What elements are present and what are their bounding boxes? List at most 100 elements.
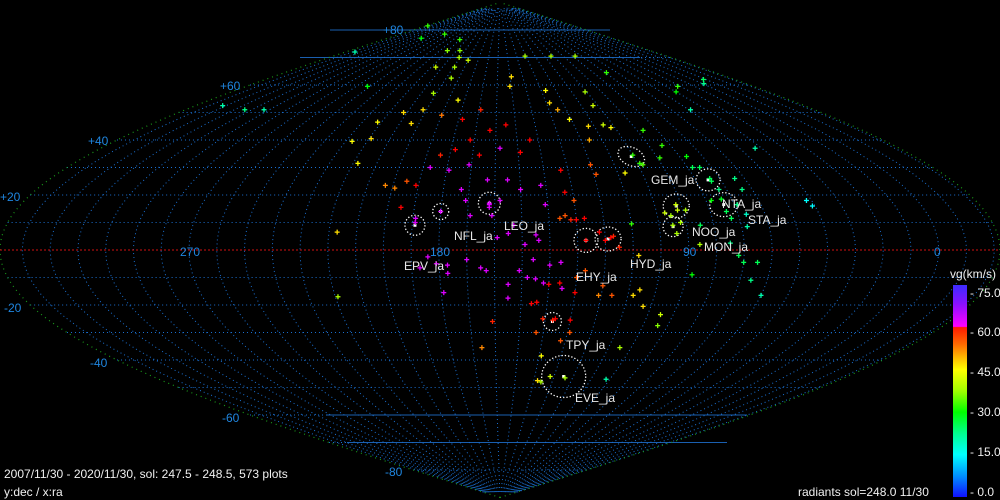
radiant-point (418, 35, 424, 41)
radiant-point (467, 137, 473, 143)
date-range-summary: 2007/11/30 - 2020/11/30, sol: 247.5 - 24… (4, 467, 288, 481)
ra-grid-line (513, 7, 884, 493)
radiant-point (689, 272, 695, 278)
shower-circle-eve_ja (541, 354, 587, 399)
radiant-point (571, 198, 577, 203)
radiant-point (524, 275, 530, 280)
shower-circle-leo_ja (477, 191, 502, 215)
shower-label-leo: LEO_ja (504, 219, 545, 233)
colorbar-tick-label: 30.0 (977, 405, 1000, 419)
ra-grid-line (504, 7, 634, 493)
radiant-point (581, 215, 587, 221)
radiant-point (401, 110, 407, 115)
dec-label-minus80: -80 (385, 465, 403, 479)
radiant-point (505, 231, 511, 236)
radiant-point (637, 160, 643, 166)
radiant-point (608, 235, 614, 241)
radiant-point (586, 137, 592, 143)
radiant-point (392, 185, 398, 191)
radiant-point (503, 122, 509, 128)
ra-grid-line (327, 7, 495, 493)
radiant-point (636, 253, 642, 258)
radiant-point (752, 145, 758, 151)
radiant-point (527, 137, 533, 143)
radiant-point (567, 330, 573, 335)
radiant-point (630, 152, 636, 158)
radiant-point (528, 301, 534, 307)
ra-grid-line (382, 7, 497, 493)
radiant-point (456, 55, 462, 60)
shower-circle-hyd_ja (594, 226, 622, 252)
colorbar-tick-label: 15.0 (977, 445, 1000, 459)
dec-label-minus40: -40 (90, 356, 108, 370)
radiant-point (662, 210, 668, 216)
ra-grid-line (500, 7, 523, 493)
radiant-point (533, 276, 539, 282)
shower-circle-noo_ja (662, 193, 690, 219)
radiant-point (558, 338, 564, 344)
shower-label-ehy: EHY_ja (576, 270, 617, 284)
radiant-point (622, 170, 628, 176)
shower-label-sta: STA_ja (748, 213, 787, 227)
radiant-point (452, 147, 458, 153)
ra-grid-line (511, 7, 829, 493)
radiant-point (608, 125, 614, 131)
shower-center-marker (722, 203, 726, 207)
radiant-point (486, 204, 492, 210)
radiant-point (352, 49, 358, 55)
ra-grid-line (271, 7, 493, 493)
radiant-point (484, 177, 490, 183)
radiant-point (442, 31, 448, 37)
radiant-point (603, 70, 609, 76)
dec-label-plus40: +40 (88, 134, 109, 148)
radiant-point (368, 136, 374, 142)
shower-center-marker (562, 375, 566, 378)
colorbar-tick-label: 0.0 (977, 485, 995, 499)
radiant-point (427, 165, 433, 170)
radiant-point (582, 89, 588, 95)
radiant-point (741, 259, 747, 265)
radiant-point (743, 211, 749, 217)
radiant-point (572, 290, 578, 296)
shower-center-marker (706, 178, 710, 182)
radiant-point (505, 281, 511, 287)
radiant-point (408, 121, 414, 126)
ra-grid-line (515, 7, 940, 493)
radiant-point (562, 189, 568, 195)
radiant-point (673, 202, 679, 208)
radiant-point (697, 222, 703, 228)
colorbar-tick-label: 60.0 (977, 325, 1000, 339)
ra-grid-line (188, 7, 490, 493)
radiant-point (683, 207, 689, 213)
radiant-point (497, 198, 503, 203)
colorbar-tick-15: - 15.0 (970, 445, 1000, 459)
ra-grid-line (466, 7, 500, 493)
radiant-point (739, 187, 745, 192)
radiant-point (732, 176, 738, 181)
radiant-point (600, 283, 606, 289)
radiant-point (466, 162, 472, 168)
dec-label-plus20: +20 (0, 190, 21, 204)
radiant-point (610, 233, 616, 239)
radiant-point (540, 316, 546, 322)
ra-grid-line (160, 7, 489, 493)
radiant-point (467, 213, 473, 219)
shower-label-nta: NTA_ja (722, 197, 762, 211)
radiant-point (489, 213, 495, 219)
shower-label-noo: NOO_ja (692, 225, 736, 239)
radiant-point (433, 261, 439, 267)
radiant-point (478, 107, 484, 113)
radiant-point (455, 97, 461, 103)
radiant-point (457, 37, 463, 43)
radiant-point (533, 330, 539, 335)
radiant-point (490, 319, 496, 324)
ra-grid-line (49, 7, 485, 493)
radiant-point (505, 177, 511, 183)
radiant-point (508, 74, 514, 80)
radiant-point (708, 178, 714, 184)
radiant-point (457, 48, 463, 54)
radiant-point (242, 107, 248, 113)
radiant-point (678, 220, 684, 225)
radiant-point (657, 155, 663, 161)
